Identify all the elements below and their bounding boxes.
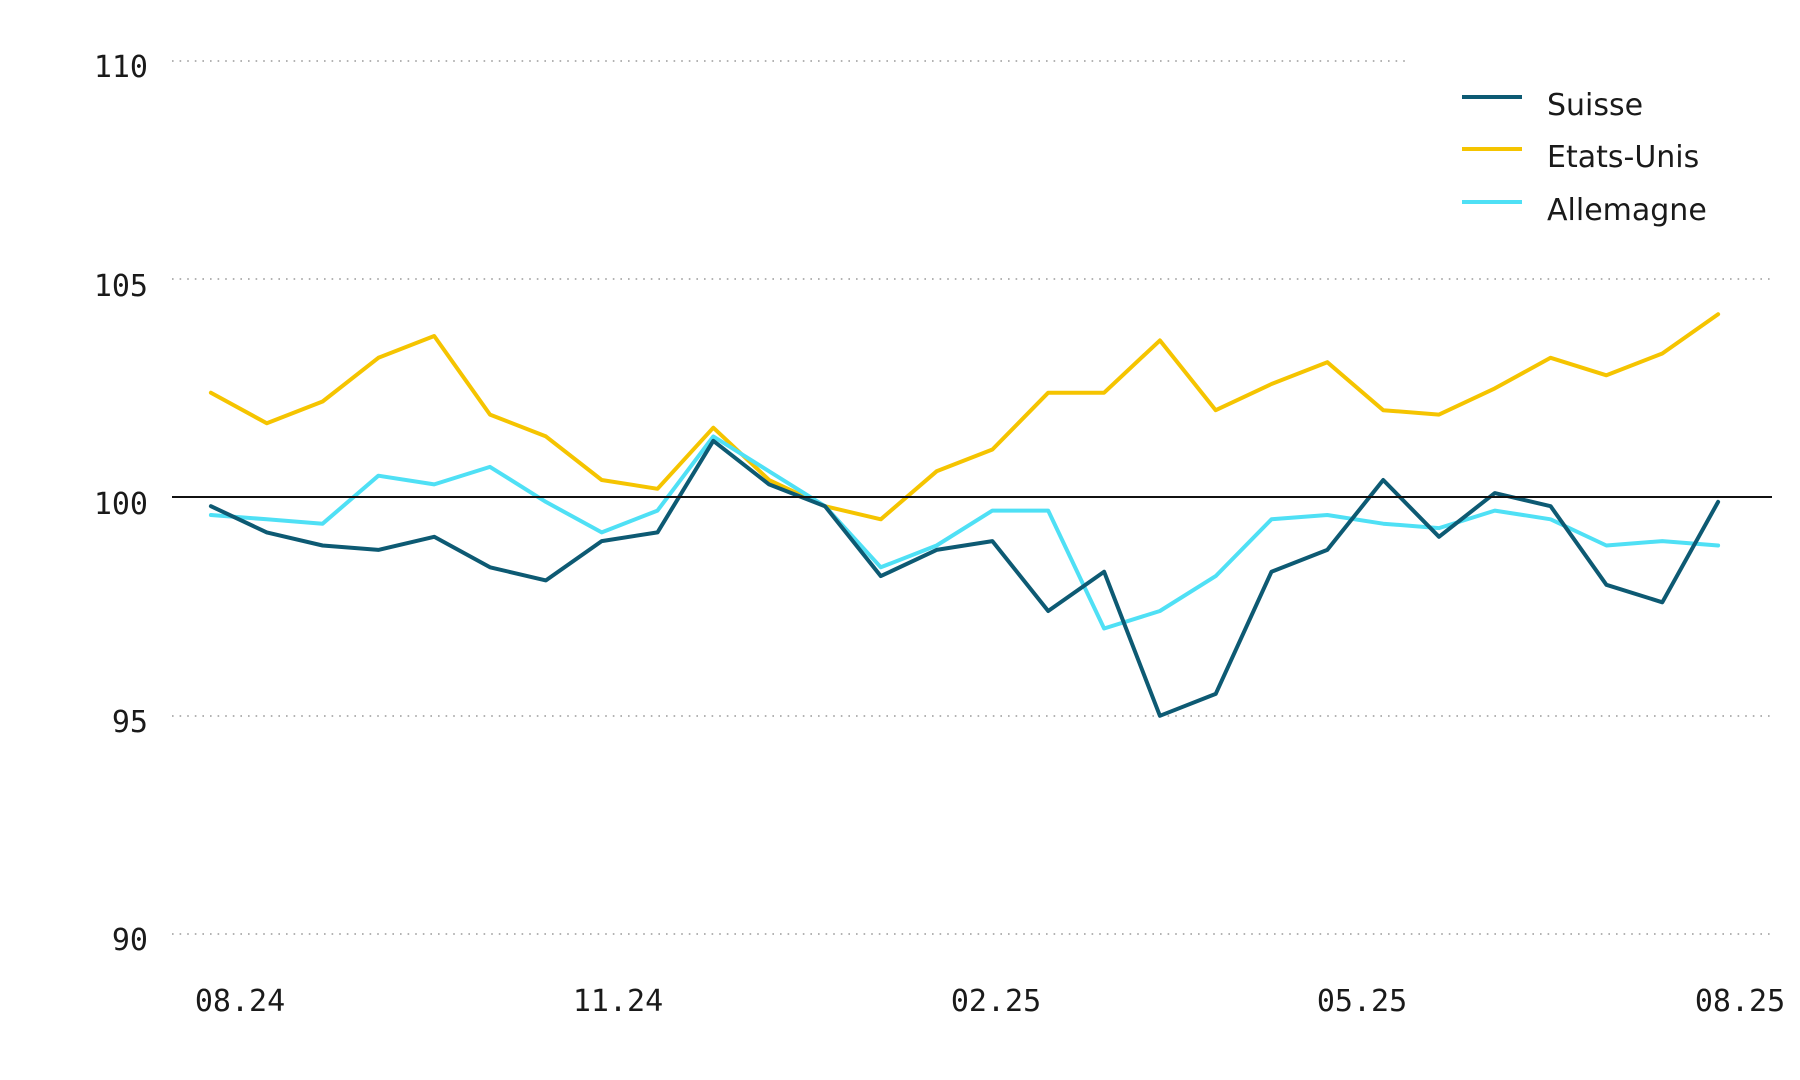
series-line-allemagne — [208, 434, 1721, 631]
x-tick-label: 05.25 — [1317, 984, 1407, 1019]
series-line-suisse — [208, 438, 1721, 718]
x-tick-label: 08.24 — [195, 984, 285, 1019]
y-tick-label: 95 — [112, 705, 148, 740]
x-tick-label: 11.24 — [573, 984, 663, 1019]
series-layer — [208, 312, 1721, 718]
y-tick-label: 90 — [112, 923, 148, 958]
y-tick-label: 105 — [94, 269, 148, 304]
y-tick-label: 100 — [94, 487, 148, 522]
legend: Suisse Etats-Unis Allemagne — [1462, 88, 1707, 228]
legend-label-etats-unis: Etats-Unis — [1547, 140, 1699, 175]
legend-label-allemagne: Allemagne — [1547, 193, 1707, 228]
series-line-etats-unis — [208, 312, 1721, 522]
legend-label-suisse: Suisse — [1547, 88, 1643, 123]
x-tick-label: 02.25 — [951, 984, 1041, 1019]
x-tick-label: 08.25 — [1695, 984, 1785, 1019]
y-tick-label: 110 — [94, 50, 148, 85]
